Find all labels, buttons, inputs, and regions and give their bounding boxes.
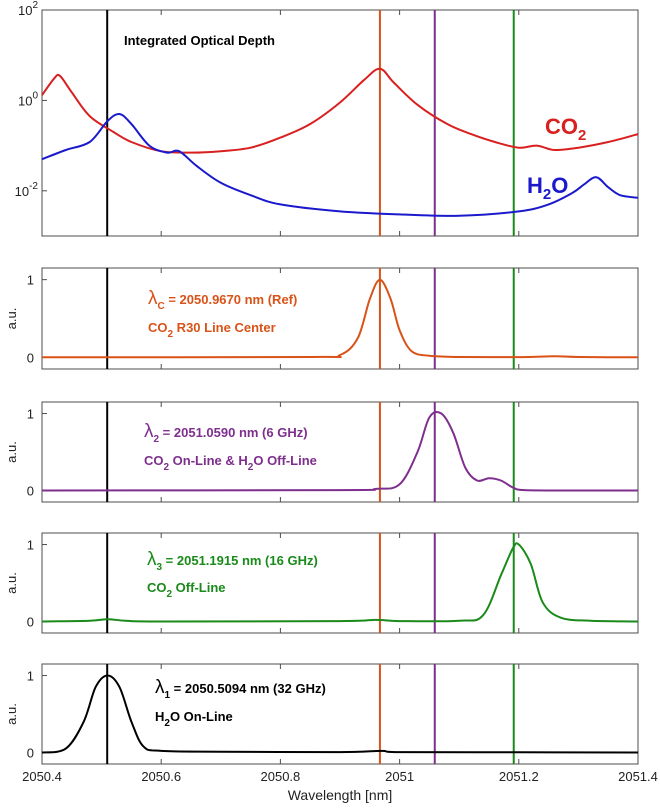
y-tick-label: 0: [27, 614, 34, 629]
annotation-description: CO2 R30 Line Center: [148, 320, 276, 340]
series-label-h2o: H2O: [527, 173, 568, 203]
annotation-wavelength: λ2 = 2051.0590 nm (6 GHz): [144, 421, 308, 445]
panel-lambda-c: 0 1 a.u. λC = 2050.9670 nm (Ref) CO2 R30 Lin…: [4, 267, 639, 370]
axes-frame: [41, 9, 639, 237]
axes-frame: [41, 267, 639, 370]
y-axis-label: a.u.: [4, 572, 19, 594]
annotation-wavelength: λ3 = 2051.1915 nm (16 GHz): [147, 549, 318, 573]
panel-optical-depth: 10-2 100 102 Integrated Optical Depth CO2 H2O: [15, 0, 639, 237]
y-tick-label: 0: [27, 745, 34, 760]
y-tick-label: 1: [27, 407, 34, 422]
series-line-h2o: [41, 112, 639, 217]
x-tick-label: 2051.2: [499, 769, 539, 784]
series-line-lambda-1: [41, 674, 639, 754]
panel-lambda-1: 0 1 a.u. λ1 = 2050.5094 nm (32 GHz) H2O On-L…: [4, 663, 639, 765]
y-axis-label: a.u.: [4, 441, 19, 463]
panel-lambda-3: 0 1 a.u. λ3 = 2051.1915 nm (16 GHz) CO2 Off-…: [4, 532, 639, 634]
annotation-description: CO2 Off-Line: [147, 580, 226, 600]
axes-frame: [41, 663, 639, 765]
series-line-lambda-3: [41, 542, 639, 623]
axes-frame: [41, 401, 639, 503]
x-tick-label: 2050.4: [22, 769, 62, 784]
x-tick-label: 2051.4: [618, 769, 658, 784]
annotation-wavelength: λC = 2050.9670 nm (Ref): [148, 288, 297, 312]
y-tick-label: 10-2: [15, 181, 39, 199]
x-axis-label: Wavelength [nm]: [288, 787, 393, 803]
series-line-co2: [41, 67, 639, 154]
y-tick-label: 1: [27, 538, 34, 553]
y-tick-label: 0: [27, 483, 34, 498]
y-tick-label: 100: [18, 90, 38, 108]
annotation-wavelength: λ1 = 2050.5094 nm (32 GHz): [155, 677, 326, 701]
y-tick-label: 1: [27, 669, 34, 684]
y-tick-label: 102: [18, 0, 38, 18]
panel-lambda-2: 0 1 a.u. λ2 = 2051.0590 nm (6 GHz) CO2 On-Li…: [4, 401, 639, 503]
axes-frame: [41, 532, 639, 634]
annotation-description: H2O On-Line: [155, 709, 233, 729]
x-tick-label: 2050.6: [141, 769, 181, 784]
x-tick-label: 2051: [385, 769, 414, 784]
series-line-lambda-c: [41, 278, 639, 359]
y-axis-label: a.u.: [4, 308, 19, 330]
y-axis-label: a.u.: [4, 703, 19, 725]
y-tick-label: 0: [27, 350, 34, 365]
y-tick-label: 1: [27, 273, 34, 288]
x-tick-label: 2050.8: [261, 769, 301, 784]
annotation-description: CO2 On-Line & H2O Off-Line: [144, 453, 317, 473]
series-line-lambda-2: [41, 410, 638, 492]
panel-title: Integrated Optical Depth: [124, 33, 275, 48]
series-label-co2: CO2: [545, 114, 586, 144]
